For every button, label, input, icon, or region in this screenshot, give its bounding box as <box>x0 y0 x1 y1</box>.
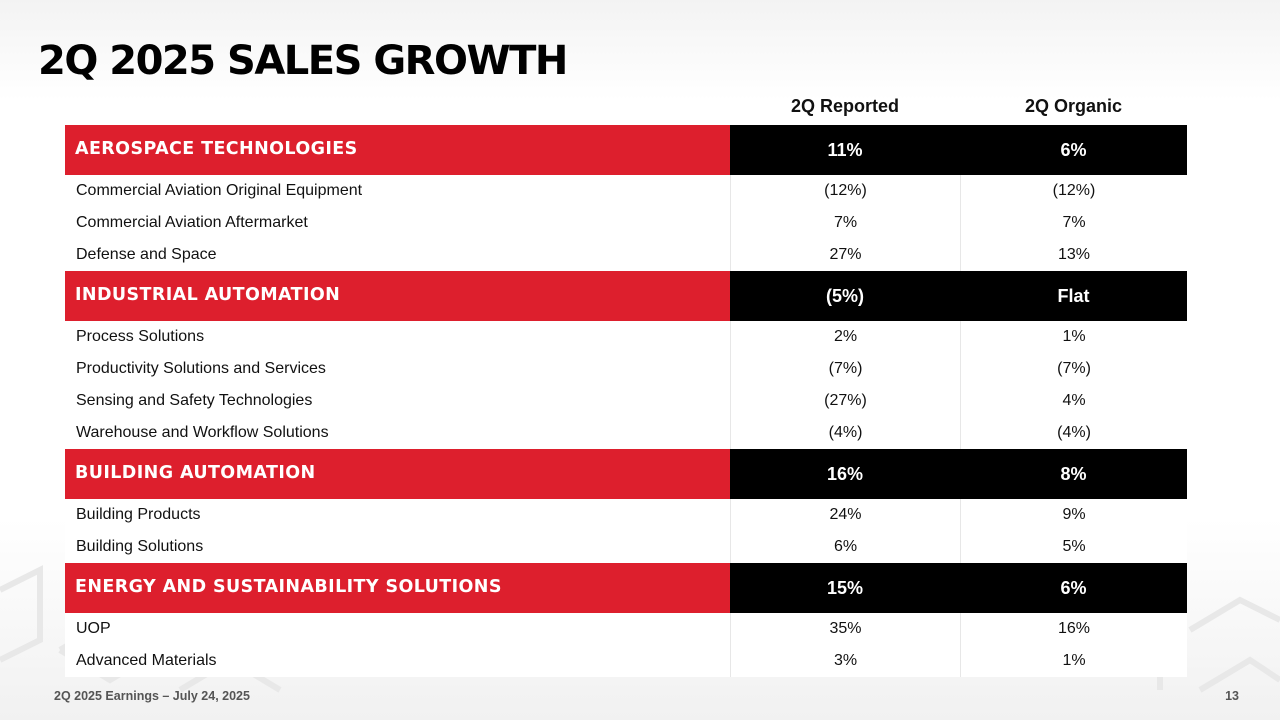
segment-organic: 8% <box>960 449 1187 499</box>
table-row: Building Products 24% 9% <box>65 499 1187 531</box>
business-name: Productivity Solutions and Services <box>76 360 326 377</box>
segment-reported: 15% <box>730 563 960 613</box>
reported-value: 35% <box>730 613 960 645</box>
footer-caption: 2Q 2025 Earnings – July 24, 2025 <box>54 689 250 703</box>
segment-name: AEROSPACE TECHNOLOGIES <box>65 125 730 175</box>
reported-value: 3% <box>730 645 960 677</box>
segment-organic: Flat <box>960 271 1187 321</box>
reported-value: 27% <box>730 239 960 271</box>
organic-value: (12%) <box>960 175 1187 207</box>
segment-row: ENERGY AND SUSTAINABILITY SOLUTIONS 15% … <box>65 563 1187 613</box>
business-name: Process Solutions <box>76 328 205 345</box>
organic-value: 1% <box>960 321 1187 353</box>
reported-value: (27%) <box>730 385 960 417</box>
business-name: Sensing and Safety Technologies <box>76 392 313 409</box>
table-row: Advanced Materials 3% 1% <box>65 645 1187 677</box>
table-row: Process Solutions 2% 1% <box>65 321 1187 353</box>
segment-row: AEROSPACE TECHNOLOGIES 11% 6% <box>65 125 1187 175</box>
business-name: Building Solutions <box>76 538 204 555</box>
organic-value: 16% <box>960 613 1187 645</box>
business-name: Commercial Aviation Original Equipment <box>76 182 363 199</box>
organic-value: (4%) <box>960 417 1187 449</box>
segment-name: INDUSTRIAL AUTOMATION <box>65 271 730 321</box>
table-row: Commercial Aviation Original Equipment (… <box>65 175 1187 207</box>
reported-value: 24% <box>730 499 960 531</box>
business-name: UOP <box>76 620 111 637</box>
table-row: Defense and Space 27% 13% <box>65 239 1187 271</box>
sales-growth-table: AEROSPACE TECHNOLOGIES 11% 6% Commercial… <box>65 125 1187 677</box>
business-name: Warehouse and Workflow Solutions <box>76 424 329 441</box>
organic-value: (7%) <box>960 353 1187 385</box>
business-name: Advanced Materials <box>76 652 217 669</box>
segment-reported: (5%) <box>730 271 960 321</box>
page-title: 2Q 2025 SALES GROWTH <box>38 38 568 84</box>
organic-value: 4% <box>960 385 1187 417</box>
segment-row: BUILDING AUTOMATION 16% 8% <box>65 449 1187 499</box>
reported-value: (4%) <box>730 417 960 449</box>
business-name: Building Products <box>76 506 201 523</box>
organic-value: 5% <box>960 531 1187 563</box>
organic-value: 1% <box>960 645 1187 677</box>
table-row: Productivity Solutions and Services (7%)… <box>65 353 1187 385</box>
organic-value: 7% <box>960 207 1187 239</box>
business-name: Commercial Aviation Aftermarket <box>76 214 308 231</box>
column-header-reported: 2Q Reported <box>790 96 900 116</box>
column-header-organic: 2Q Organic <box>1024 96 1123 116</box>
segment-organic: 6% <box>960 563 1187 613</box>
segment-name: BUILDING AUTOMATION <box>65 449 730 499</box>
business-name: Defense and Space <box>76 246 217 263</box>
table-row: Commercial Aviation Aftermarket 7% 7% <box>65 207 1187 239</box>
table-row: Warehouse and Workflow Solutions (4%) (4… <box>65 417 1187 449</box>
segment-row: INDUSTRIAL AUTOMATION (5%) Flat <box>65 271 1187 321</box>
reported-value: 2% <box>730 321 960 353</box>
organic-value: 9% <box>960 499 1187 531</box>
reported-value: 6% <box>730 531 960 563</box>
reported-value: (12%) <box>730 175 960 207</box>
segment-name: ENERGY AND SUSTAINABILITY SOLUTIONS <box>65 563 730 613</box>
page-number: 13 <box>1225 689 1239 703</box>
segment-reported: 11% <box>730 125 960 175</box>
table-row: Sensing and Safety Technologies (27%) 4% <box>65 385 1187 417</box>
reported-value: 7% <box>730 207 960 239</box>
table-row: Building Solutions 6% 5% <box>65 531 1187 563</box>
segment-reported: 16% <box>730 449 960 499</box>
segment-organic: 6% <box>960 125 1187 175</box>
organic-value: 13% <box>960 239 1187 271</box>
table-row: UOP 35% 16% <box>65 613 1187 645</box>
reported-value: (7%) <box>730 353 960 385</box>
